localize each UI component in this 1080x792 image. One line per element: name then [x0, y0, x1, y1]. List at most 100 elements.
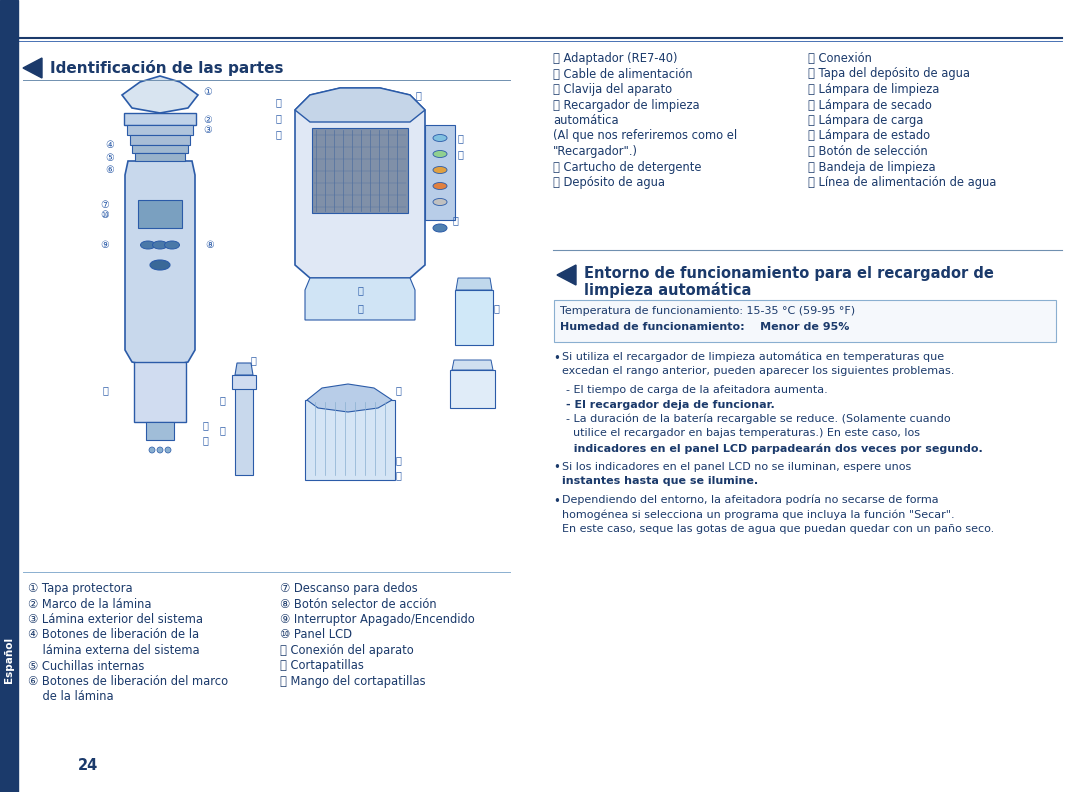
- FancyBboxPatch shape: [554, 300, 1056, 342]
- Text: ⑩ Panel LCD: ⑩ Panel LCD: [280, 629, 352, 642]
- Text: 24: 24: [78, 757, 98, 772]
- Ellipse shape: [152, 241, 167, 249]
- Bar: [305, 400, 395, 480]
- Text: indicadores en el panel LCD parpadearán dos veces por segundo.: indicadores en el panel LCD parpadearán …: [566, 443, 983, 454]
- Bar: [450, 370, 495, 408]
- Text: ⑥: ⑥: [106, 165, 114, 175]
- Text: ㉑ Tapa del depósito de agua: ㉑ Tapa del depósito de agua: [808, 67, 970, 81]
- Text: ⑳: ⑳: [453, 215, 458, 225]
- Bar: [0, 0, 18, 792]
- Bar: [146, 422, 174, 440]
- Ellipse shape: [433, 150, 447, 158]
- Bar: [312, 128, 408, 213]
- Text: Español: Español: [4, 637, 14, 683]
- Bar: [134, 362, 186, 422]
- Text: ⑫ Cortapatillas: ⑫ Cortapatillas: [280, 660, 364, 672]
- Circle shape: [149, 447, 156, 453]
- Ellipse shape: [433, 224, 447, 232]
- Text: Dependiendo del entorno, la afeitadora podría no secarse de forma: Dependiendo del entorno, la afeitadora p…: [562, 494, 939, 505]
- Text: Si utiliza el recargador de limpieza automática en temperaturas que: Si utiliza el recargador de limpieza aut…: [562, 352, 944, 363]
- Polygon shape: [456, 278, 492, 290]
- Text: ㉖: ㉖: [457, 149, 463, 159]
- Bar: [232, 375, 256, 389]
- Text: instantes hasta que se ilumine.: instantes hasta que se ilumine.: [562, 476, 758, 486]
- Bar: [138, 200, 183, 228]
- Text: Humedad de funcionamiento:    Menor de 95%: Humedad de funcionamiento: Menor de 95%: [561, 322, 849, 332]
- Text: ⑪: ⑪: [103, 385, 108, 395]
- Text: utilice el recargador en bajas temperaturas.) En este caso, los: utilice el recargador en bajas temperatu…: [566, 428, 920, 439]
- Text: ⑧: ⑧: [205, 240, 214, 250]
- Text: ㉘ Línea de alimentación de agua: ㉘ Línea de alimentación de agua: [808, 176, 997, 189]
- Text: ㉒: ㉒: [275, 97, 281, 107]
- Bar: [132, 145, 188, 153]
- Polygon shape: [122, 76, 198, 113]
- Text: Identificación de las partes: Identificación de las partes: [50, 60, 283, 76]
- Text: ⑲ Depósito de agua: ⑲ Depósito de agua: [553, 176, 665, 189]
- Polygon shape: [235, 363, 253, 375]
- Bar: [455, 290, 492, 345]
- Ellipse shape: [140, 241, 156, 249]
- Text: ㉑: ㉑: [415, 90, 421, 100]
- Text: ⑬ Mango del cortapatillas: ⑬ Mango del cortapatillas: [280, 675, 426, 688]
- Text: ⑭: ⑭: [251, 355, 256, 365]
- Text: ① Tapa protectora: ① Tapa protectora: [28, 582, 133, 595]
- Text: ㉕ Lámpara de estado: ㉕ Lámpara de estado: [808, 130, 930, 143]
- Bar: [130, 135, 190, 145]
- Ellipse shape: [433, 199, 447, 205]
- Ellipse shape: [164, 241, 179, 249]
- Text: ⑳ Conexión: ⑳ Conexión: [808, 52, 872, 65]
- Polygon shape: [23, 58, 42, 78]
- Text: ⑮ Cable de alimentación: ⑮ Cable de alimentación: [553, 67, 692, 81]
- Text: automática: automática: [553, 114, 619, 127]
- Bar: [124, 113, 195, 125]
- Text: ⑥ Botones de liberación del marco: ⑥ Botones de liberación del marco: [28, 675, 228, 688]
- Text: ⑧ Botón selector de acción: ⑧ Botón selector de acción: [280, 597, 436, 611]
- Text: ⑩: ⑩: [100, 210, 109, 220]
- Ellipse shape: [433, 135, 447, 142]
- Circle shape: [157, 447, 163, 453]
- Text: ⑰: ⑰: [395, 385, 401, 395]
- Text: ㉘: ㉘: [357, 303, 363, 313]
- Polygon shape: [295, 88, 426, 122]
- Text: ⑱ Cartucho de detergente: ⑱ Cartucho de detergente: [553, 161, 702, 173]
- Text: ㉗: ㉗: [357, 285, 363, 295]
- Text: ⑨ Interruptor Apagado/Encendido: ⑨ Interruptor Apagado/Encendido: [280, 613, 475, 626]
- Ellipse shape: [150, 260, 170, 270]
- Bar: [426, 125, 455, 220]
- Text: ⑬: ⑬: [202, 435, 208, 445]
- Text: ⑦ Descanso para dedos: ⑦ Descanso para dedos: [280, 582, 418, 595]
- Text: ② Marco de la lámina: ② Marco de la lámina: [28, 597, 151, 611]
- Text: (Al que nos referiremos como el: (Al que nos referiremos como el: [553, 130, 738, 143]
- Text: ㉕: ㉕: [457, 133, 463, 143]
- Text: excedan el rango anterior, pueden aparecer los siguientes problemas.: excedan el rango anterior, pueden aparec…: [562, 367, 955, 376]
- Polygon shape: [557, 265, 576, 285]
- Text: ⑤: ⑤: [106, 153, 114, 163]
- Text: •: •: [553, 352, 559, 365]
- Text: - El recargador deja de funcionar.: - El recargador deja de funcionar.: [566, 399, 774, 409]
- Text: Entorno de funcionamiento para el recargador de: Entorno de funcionamiento para el recarg…: [584, 266, 994, 281]
- Text: ㉓: ㉓: [275, 113, 281, 123]
- Text: "Recargador".): "Recargador".): [553, 145, 638, 158]
- Text: ⑨: ⑨: [100, 240, 109, 250]
- Text: ㉖ Botón de selección: ㉖ Botón de selección: [808, 145, 928, 158]
- Text: ㉓ Lámpara de secado: ㉓ Lámpara de secado: [808, 98, 932, 112]
- Text: limpieza automática: limpieza automática: [584, 282, 752, 298]
- Text: ②: ②: [204, 115, 213, 125]
- Text: ③ Lámina exterior del sistema: ③ Lámina exterior del sistema: [28, 613, 203, 626]
- Text: ⑮: ⑮: [219, 395, 225, 405]
- Text: ㉔ Lámpara de carga: ㉔ Lámpara de carga: [808, 114, 923, 127]
- Text: ⑪ Conexión del aparato: ⑪ Conexión del aparato: [280, 644, 414, 657]
- Text: ①: ①: [204, 87, 213, 97]
- Polygon shape: [307, 384, 392, 412]
- Bar: [235, 385, 253, 475]
- Text: - La duración de la batería recargable se reduce. (Solamente cuando: - La duración de la batería recargable s…: [566, 414, 950, 425]
- Text: ㉔: ㉔: [275, 129, 281, 139]
- Ellipse shape: [433, 166, 447, 173]
- Text: •: •: [553, 494, 559, 508]
- Text: ⑰ Recargador de limpieza: ⑰ Recargador de limpieza: [553, 98, 700, 112]
- Text: homogénea si selecciona un programa que incluya la función "Secar".: homogénea si selecciona un programa que …: [562, 509, 955, 520]
- Text: ③: ③: [204, 125, 213, 135]
- Text: ⑦: ⑦: [100, 200, 109, 210]
- Polygon shape: [295, 88, 426, 278]
- Polygon shape: [453, 360, 492, 370]
